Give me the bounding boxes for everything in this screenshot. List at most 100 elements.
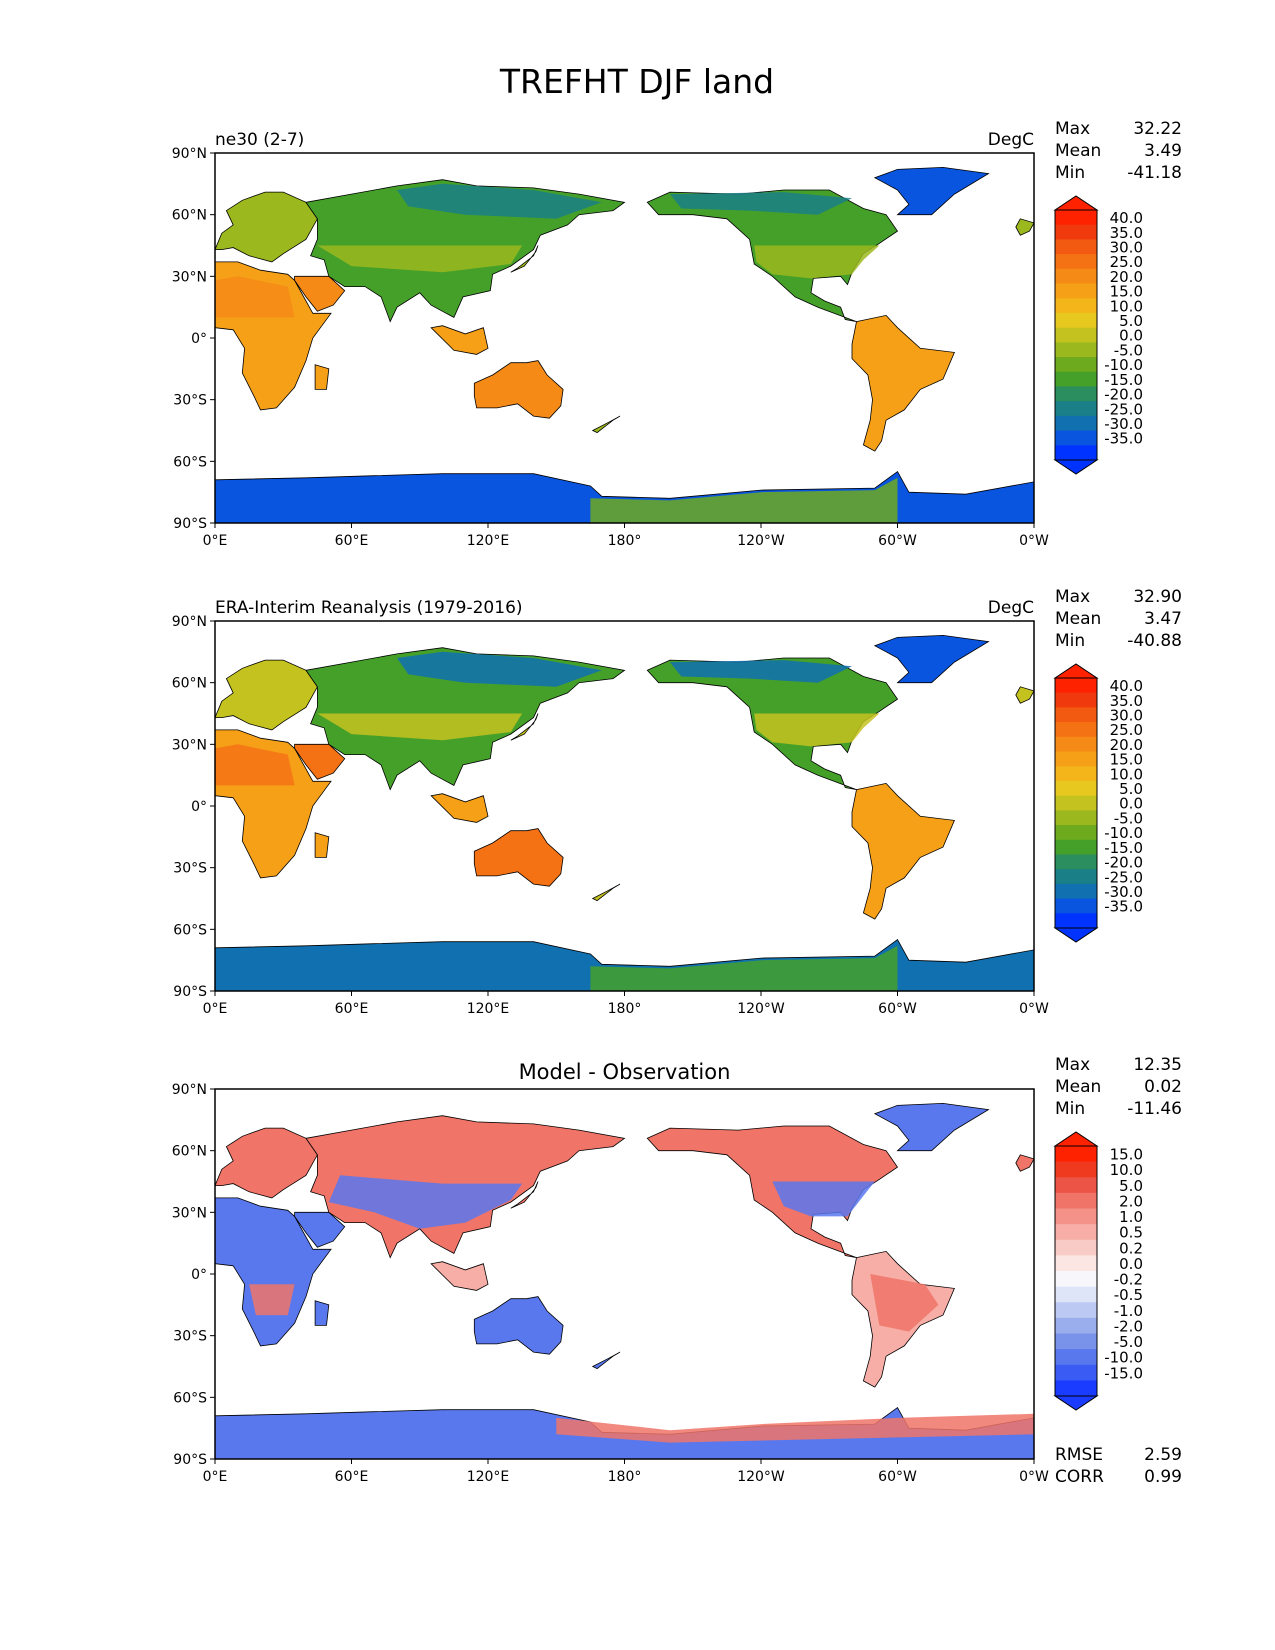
landmass-arabia xyxy=(294,743,346,780)
zone-na-midlat xyxy=(754,245,880,279)
lat-tick-label: 0° xyxy=(191,799,207,815)
colorbar-tick-label: -25.0 xyxy=(1104,400,1143,418)
colorbar-segment xyxy=(1055,1146,1097,1163)
colorbar-segment xyxy=(1055,898,1097,914)
map-panel-3: 90°N 60°N 30°N 0° 30°S 60°S 90°S0°E 60°E 120°E 18… xyxy=(172,1055,1182,1487)
colorbar-tick-label: 5.0 xyxy=(1119,1177,1143,1195)
colorbar: 15.010.05.02.01.00.50.20.0-0.2-0.5-1.0-2… xyxy=(1053,1131,1143,1411)
colorbar-tick-label: 20.0 xyxy=(1110,736,1143,754)
colorbar-segment xyxy=(1055,795,1097,811)
lon-tick-label: 120°E xyxy=(467,533,510,549)
colorbar-tick-label: 10.0 xyxy=(1110,1161,1143,1179)
colorbar-tick-label: -0.2 xyxy=(1114,1271,1143,1289)
colorbar-segment xyxy=(1055,825,1097,841)
lat-tick-label: 90°N xyxy=(172,146,207,162)
colorbar-segment xyxy=(1055,1208,1097,1225)
landmass-south-america xyxy=(851,314,955,452)
lat-tick-label: 0° xyxy=(191,1267,207,1283)
lon-tick-label: 60°W xyxy=(878,1469,917,1485)
lon-tick-label: 60°E xyxy=(335,1001,369,1017)
lat-tick-label: 90°S xyxy=(173,1452,207,1468)
colorbar-segment xyxy=(1055,692,1097,708)
lon-tick-label: 120°E xyxy=(467,1001,510,1017)
lat-tick-label: 60°N xyxy=(172,676,207,692)
colorbar-segment xyxy=(1055,239,1097,255)
landmass-new-zealand xyxy=(591,1351,621,1370)
colorbar-segment xyxy=(1055,254,1097,270)
colorbar-tick-label: -10.0 xyxy=(1104,824,1143,842)
lat-tick-label: 60°S xyxy=(173,454,207,470)
landmass-africa xyxy=(215,1197,332,1347)
colorbar-segment xyxy=(1055,1380,1097,1397)
colorbar-tick-label: 15.0 xyxy=(1110,1146,1143,1164)
lat-tick-label: 30°N xyxy=(172,1205,207,1221)
landmass-south-america xyxy=(851,782,955,920)
stat-label: Min xyxy=(1055,163,1085,183)
colorbar-segment xyxy=(1055,678,1097,694)
colorbar-max-extension xyxy=(1053,663,1099,679)
landmass-australia xyxy=(473,1296,564,1355)
panel-units: DegC xyxy=(988,130,1034,150)
landmass-greenland xyxy=(873,166,990,216)
zone-sahara-warm xyxy=(215,276,295,318)
stat-label: Min xyxy=(1055,1099,1085,1119)
colorbar-segment xyxy=(1055,386,1097,402)
colorbar: 40.035.030.025.020.015.010.05.00.0-5.0-1… xyxy=(1053,195,1143,475)
colorbar-segment xyxy=(1055,1224,1097,1241)
colorbar-tick-label: 25.0 xyxy=(1110,253,1143,271)
colorbar-segment xyxy=(1055,1286,1097,1303)
lat-tick-label: 60°S xyxy=(173,1390,207,1406)
colorbar-segment xyxy=(1055,312,1097,329)
lat-tick-label: 30°S xyxy=(173,861,207,877)
colorbar-segment xyxy=(1055,283,1097,299)
lon-tick-label: 0°E xyxy=(203,1001,228,1017)
stat-value: -41.18 xyxy=(1127,163,1182,183)
stat-value: 0.99 xyxy=(1144,1467,1182,1487)
colorbar-segment xyxy=(1055,913,1097,929)
colorbar-tick-label: 5.0 xyxy=(1119,780,1143,798)
colorbar-tick-label: 0.0 xyxy=(1119,795,1143,813)
stat-label: Min xyxy=(1055,631,1085,651)
colorbar-segment xyxy=(1055,780,1097,797)
colorbar-segment xyxy=(1055,751,1097,767)
colorbar-tick-label: -15.0 xyxy=(1104,1364,1143,1382)
landmass-new-zealand xyxy=(591,883,621,902)
landmass-japan xyxy=(510,713,539,741)
colorbar-tick-label: -10.0 xyxy=(1104,356,1143,374)
landmass-australia xyxy=(473,828,564,887)
lat-tick-label: 60°N xyxy=(172,208,207,224)
lat-tick-label: 90°S xyxy=(173,984,207,1000)
lat-tick-label: 60°N xyxy=(172,1144,207,1160)
map-panel-2: 90°N 60°N 30°N 0° 30°S 60°S 90°S0°E 60°E 120°E 18… xyxy=(172,587,1182,1017)
colorbar-tick-label: -0.5 xyxy=(1114,1286,1143,1304)
stat-value: -11.46 xyxy=(1127,1099,1182,1119)
lat-tick-label: 30°S xyxy=(173,393,207,409)
colorbar-tick-label: -35.0 xyxy=(1104,430,1143,448)
stat-label: Max xyxy=(1055,587,1090,607)
landmass-indonesia xyxy=(430,325,489,355)
colorbar-tick-label: 1.0 xyxy=(1119,1208,1143,1226)
panel-left-title: ERA-Interim Reanalysis (1979-2016) xyxy=(215,598,523,618)
colorbar-segment xyxy=(1055,224,1097,240)
colorbar-segment xyxy=(1055,430,1097,446)
colorbar-tick-label: 20.0 xyxy=(1110,268,1143,286)
zone-west-antarctica xyxy=(590,945,898,991)
colorbar-segment xyxy=(1055,1333,1097,1350)
lon-tick-label: 120°E xyxy=(467,1469,510,1485)
stat-value: 32.90 xyxy=(1133,587,1182,607)
colorbar-tick-label: -5.0 xyxy=(1114,1333,1143,1351)
lat-tick-label: 30°N xyxy=(172,737,207,753)
stat-value: 12.35 xyxy=(1133,1055,1182,1075)
colorbar-segment xyxy=(1055,357,1097,373)
lon-tick-label: 120°W xyxy=(737,533,785,549)
lon-tick-label: 60°W xyxy=(878,1001,917,1017)
map-panel-1: 90°N 60°N 30°N 0° 30°S 60°S 90°S0°E 60°E 120°E 18… xyxy=(172,119,1182,549)
zone-asia-midlat xyxy=(317,713,523,741)
colorbar-tick-label: -5.0 xyxy=(1114,341,1143,359)
zone-sahara-warm xyxy=(215,744,295,786)
colorbar-min-extension xyxy=(1053,1395,1099,1411)
colorbar-tick-label: 10.0 xyxy=(1110,297,1143,315)
colorbar-segment xyxy=(1055,327,1097,343)
colorbar-segment xyxy=(1055,854,1097,870)
